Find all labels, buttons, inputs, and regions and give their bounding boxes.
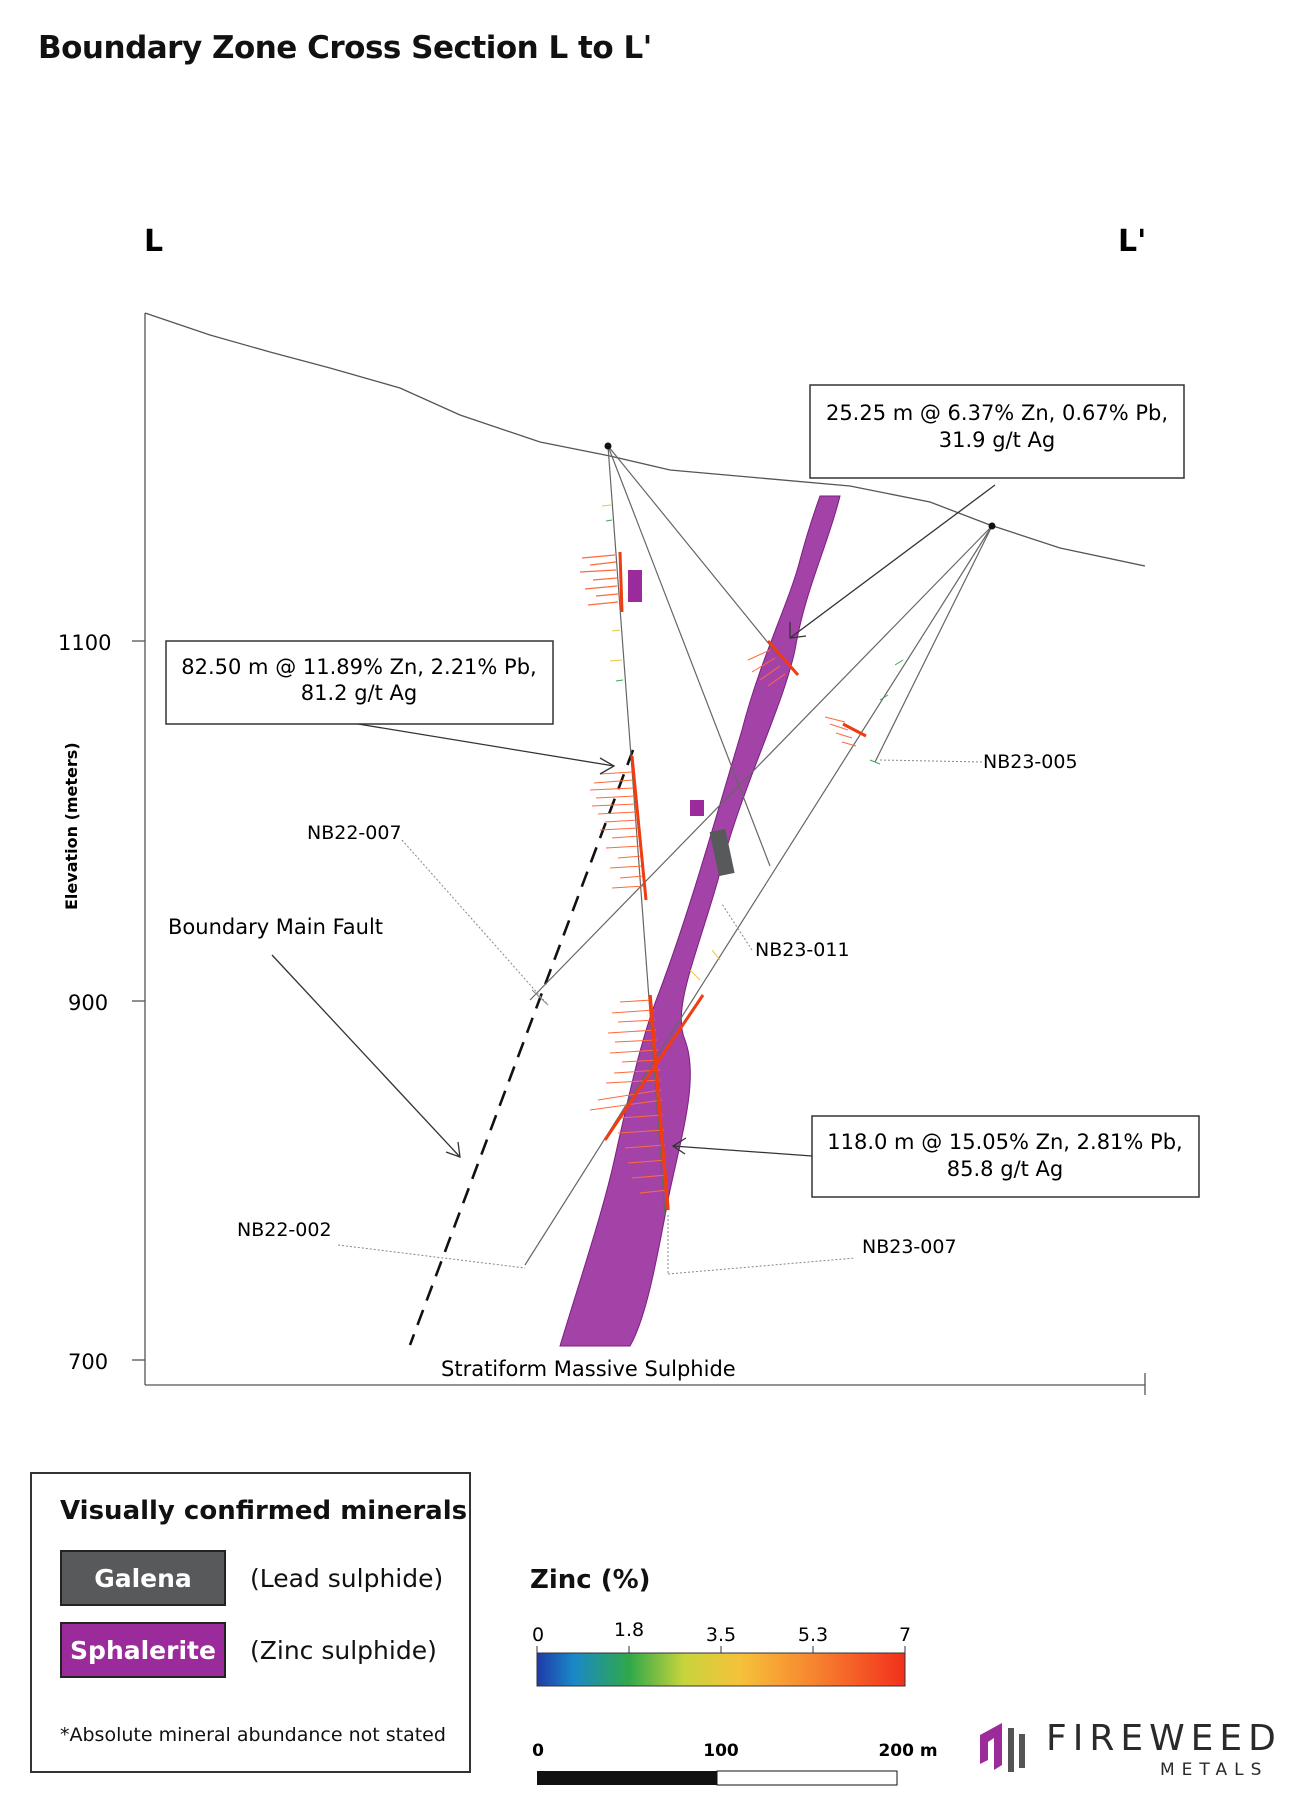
drill-hole-label-nb23-005: NB23-005 [879,751,1078,773]
logo-subtitle: METALS [1160,1760,1269,1780]
zinc-scale-title: Zinc (%) [530,1565,651,1595]
fault-arrowhead [445,1141,461,1158]
intercept-callout-1: 82.50 m @ 11.89% Zn, 2.21% Pb, 81.2 g/t … [165,640,616,775]
intercept-callout-2: 118.0 m @ 15.05% Zn, 2.81% Pb, 85.8 g/t … [671,1115,1200,1198]
trace-nb23-007 [607,445,666,1216]
trace-nb23-005-west [607,445,779,656]
scale-bar-white [716,1770,898,1786]
assay-histograms [579,504,904,1211]
svg-text:NB22-007: NB22-007 [307,822,402,844]
collar-west [604,442,612,450]
fault-label: Boundary Main Fault [168,915,383,939]
zinc-tick-label: 3.5 [706,1624,736,1646]
axis-title: Elevation (meters) [62,742,81,910]
mineral-legend: Visually confirmed minerals Galena (Lead… [30,1472,471,1773]
fault-label-arrow [271,954,461,1158]
trace-nb23-011 [607,445,771,867]
intercept-callout-0: 25.25 m @ 6.37% Zn, 0.67% Pb, 31.9 g/t A… [789,384,1185,639]
drill-hole-label-nb22-002: NB22-002 [237,1219,526,1269]
sphalerite-block-upper [628,570,642,602]
topography-line [144,312,1146,567]
tick-label-700: 700 [68,1350,108,1374]
drill-hole-label-nb22-007: NB22-007 [307,822,549,1006]
scale-label-200: 200 m [878,1741,937,1761]
page-title: Boundary Zone Cross Section L to L' [38,30,652,66]
tick-label-1100: 1100 [58,631,111,655]
section-end-left: L [144,224,163,259]
scale-label-100: 100 [703,1741,739,1761]
legend-title: Visually confirmed minerals [60,1496,468,1526]
trace-nb22-002 [524,525,993,1266]
zinc-tick-label: 7 [899,1624,911,1646]
galena-block [709,828,735,877]
sulphide-label: Stratiform Massive Sulphide [441,1357,736,1381]
svg-text:NB23-007: NB23-007 [862,1236,957,1258]
svg-text:31.9 g/t Ag: 31.9 g/t Ag [939,428,1055,452]
drill-hole-label-nb23-007: NB23-007 [667,1215,957,1275]
boundary-main-fault [408,749,635,1346]
fireweed-logo-icon [980,1723,1025,1772]
sphalerite-description: (Zinc sulphide) [250,1636,437,1665]
svg-text:82.50 m @ 11.89% Zn, 2.21% Pb,: 82.50 m @ 11.89% Zn, 2.21% Pb, [181,655,536,679]
svg-text:25.25 m @ 6.37% Zn, 0.67% Pb,: 25.25 m @ 6.37% Zn, 0.67% Pb, [826,401,1168,425]
zinc-tick-label: 1.8 [614,1619,644,1641]
svg-text:81.2 g/t Ag: 81.2 g/t Ag [301,681,417,705]
sphalerite-block-mid [690,800,704,816]
svg-text:NB23-005: NB23-005 [983,751,1078,773]
galena-swatch: Galena [60,1550,226,1606]
tick-label-900: 900 [68,991,108,1015]
legend-note: *Absolute mineral abundance not stated [60,1724,446,1746]
scale-bar-black [537,1771,717,1785]
zinc-scale-ticks [536,1646,906,1653]
zinc-tick-label: 5.3 [798,1624,828,1646]
zinc-tick-label: 0 [532,1624,544,1646]
logo-wordmark: FIREWEED [1046,1718,1282,1759]
section-end-right: L' [1118,224,1146,259]
galena-description: (Lead sulphide) [250,1564,444,1593]
svg-text:NB23-011: NB23-011 [755,939,850,961]
massive-sulphide-body [559,495,841,1347]
trace-nb22-007 [529,525,993,1001]
drill-hole-label-nb23-011: NB23-011 [721,903,850,961]
sphalerite-swatch: Sphalerite [60,1622,226,1678]
scale-label-0: 0 [532,1741,544,1761]
trace-nb23-005 [874,525,993,763]
zinc-colour-ramp [536,1652,906,1687]
drill-hole-traces [524,445,993,1266]
collar-east [988,522,996,530]
svg-text:118.0 m @ 15.05% Zn, 2.81% Pb,: 118.0 m @ 15.05% Zn, 2.81% Pb, [827,1130,1182,1154]
svg-text:85.8 g/t Ag: 85.8 g/t Ag [947,1157,1063,1181]
svg-text:NB22-002: NB22-002 [237,1219,332,1241]
